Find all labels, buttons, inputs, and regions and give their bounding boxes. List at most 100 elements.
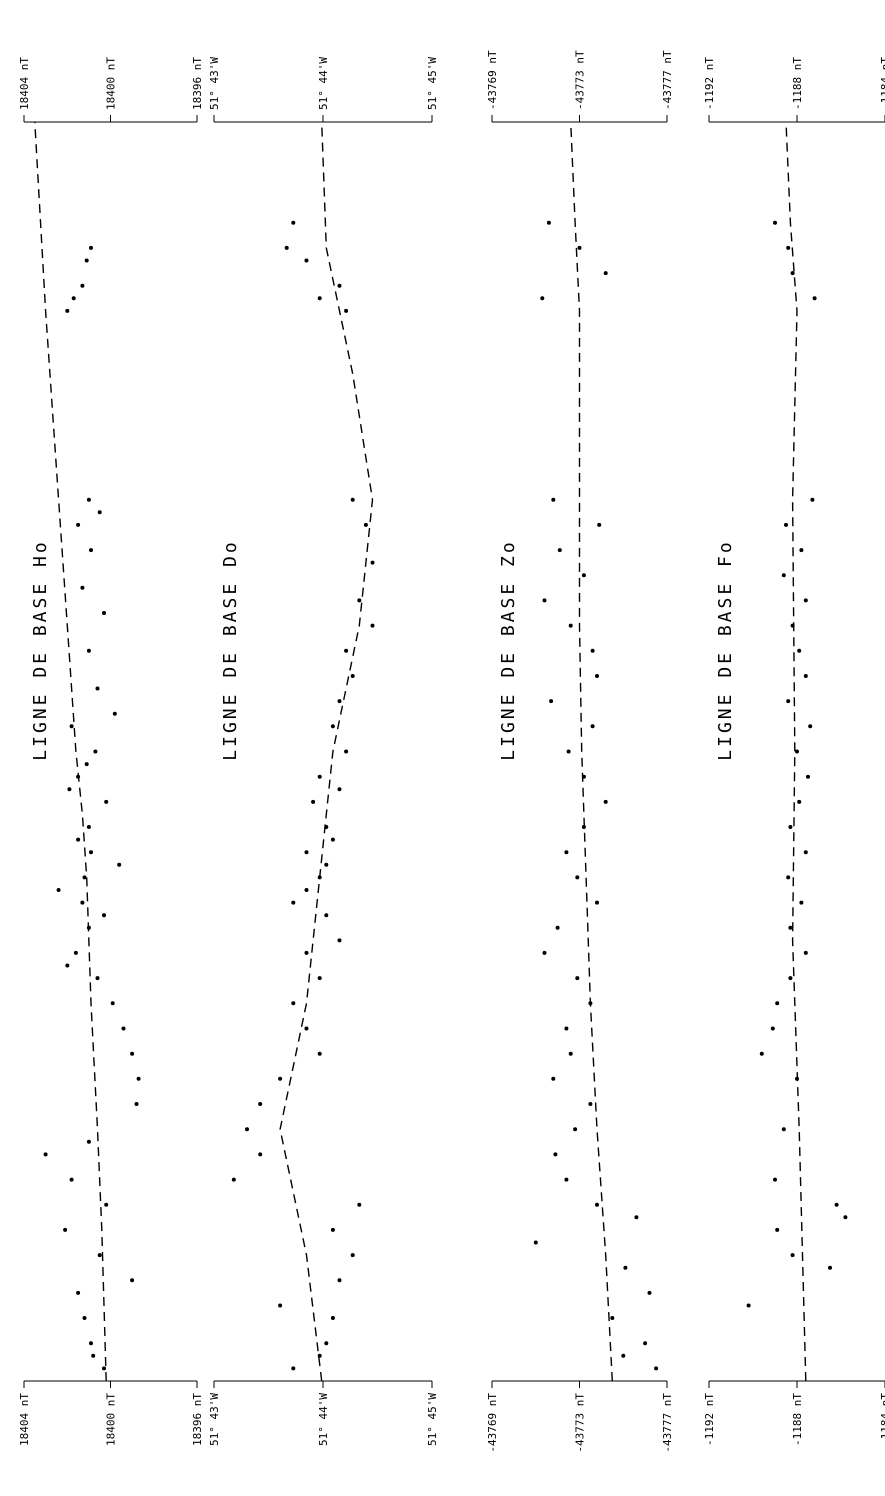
data-point-2-9 — [564, 1177, 569, 1182]
data-point-0-3 — [82, 1316, 87, 1320]
data-point-0-27 — [76, 837, 81, 842]
data-point-3-8 — [795, 1076, 799, 1081]
data-point-1-23 — [317, 875, 322, 880]
data-point-1-33 — [337, 699, 342, 704]
data-point-2-14 — [568, 1051, 573, 1056]
data-point-2-32 — [542, 598, 547, 603]
data-point-3-19 — [797, 799, 802, 804]
top-tick-label-3-0: -1192 nT — [703, 57, 716, 110]
bottom-tick-label-2-2: -43777 nT — [661, 1393, 674, 1453]
data-point-0-44 — [65, 308, 70, 313]
data-point-0-33 — [93, 749, 98, 754]
data-point-0-9 — [69, 1177, 74, 1182]
data-point-1-29 — [337, 787, 342, 792]
data-point-1-25 — [304, 850, 309, 855]
data-point-2-11 — [573, 1127, 578, 1132]
top-tick-label-2-2: -43777 nT — [661, 50, 674, 110]
data-point-2-15 — [564, 1026, 569, 1031]
top-tick-label-3-1: -1188 nT — [791, 57, 804, 110]
top-tick-label-1-0: 51° 43'W — [208, 57, 221, 110]
data-point-2-37 — [540, 296, 545, 301]
data-point-3-3 — [775, 1227, 780, 1232]
top-tick-label-1-1: 51° 44'W — [317, 57, 330, 110]
bottom-tick-label-0-1: 18400 nT — [105, 1393, 118, 1446]
data-point-3-27 — [803, 598, 808, 603]
data-point-0-12 — [134, 1102, 139, 1106]
data-point-1-8 — [357, 1202, 362, 1207]
data-point-2-7 — [634, 1215, 639, 1220]
data-point-1-0 — [291, 1366, 296, 1371]
bottom-tick-label-0-2: 18396 nT — [191, 1393, 204, 1446]
data-point-2-38 — [603, 271, 608, 276]
data-point-1-18 — [304, 950, 309, 955]
bottom-tick-label-0-0: 18404 nT — [18, 1393, 31, 1446]
data-point-2-16 — [588, 1001, 593, 1006]
data-point-2-29 — [595, 674, 599, 678]
data-point-1-27 — [324, 825, 329, 829]
data-point-2-19 — [555, 925, 560, 930]
data-point-0-0 — [102, 1366, 106, 1371]
data-point-2-35 — [597, 522, 602, 527]
data-point-2-5 — [623, 1265, 628, 1270]
data-point-1-34 — [350, 674, 355, 678]
data-point-1-35 — [344, 648, 349, 653]
data-point-2-17 — [575, 976, 580, 981]
data-point-1-5 — [337, 1278, 342, 1283]
data-point-3-4 — [843, 1215, 848, 1220]
data-point-3-31 — [810, 497, 815, 502]
data-point-2-3 — [610, 1316, 615, 1320]
data-point-1-45 — [284, 245, 289, 250]
baseline-line-0 — [34, 121, 107, 1382]
data-point-1-30 — [317, 774, 322, 779]
data-point-3-10 — [770, 1026, 775, 1031]
data-point-0-22 — [80, 900, 85, 905]
data-point-3-5 — [834, 1202, 839, 1207]
data-point-2-24 — [603, 799, 608, 804]
data-point-2-39 — [577, 245, 582, 250]
baseline-line-1 — [279, 121, 374, 1382]
data-point-2-26 — [566, 749, 571, 754]
data-point-0-31 — [76, 774, 81, 779]
data-point-0-25 — [117, 862, 122, 867]
data-point-1-11 — [245, 1127, 249, 1132]
data-point-1-4 — [278, 1303, 283, 1308]
data-point-2-8 — [595, 1202, 599, 1207]
data-point-1-17 — [317, 976, 322, 981]
data-point-1-10 — [258, 1152, 263, 1157]
data-point-3-23 — [786, 699, 791, 704]
data-point-2-31 — [568, 623, 573, 628]
data-point-2-12 — [588, 1102, 593, 1106]
data-point-1-16 — [291, 1001, 296, 1006]
data-point-1-24 — [324, 862, 329, 867]
data-point-2-18 — [542, 950, 547, 955]
top-tick-label-0-0: 18404 nT — [18, 57, 31, 110]
data-point-3-21 — [795, 749, 799, 754]
bottom-tick-label-3-0: -1192 nT — [703, 1393, 716, 1446]
data-point-3-18 — [788, 825, 793, 829]
data-point-0-19 — [73, 950, 78, 955]
top-tick-label-2-1: -43773 nT — [574, 50, 587, 110]
data-point-0-39 — [80, 585, 85, 590]
data-point-1-26 — [330, 837, 335, 842]
top-tick-label-2-0: -43769 nT — [486, 50, 499, 110]
data-point-2-6 — [533, 1240, 538, 1245]
data-point-0-21 — [102, 913, 106, 918]
data-point-1-28 — [311, 799, 316, 804]
data-point-3-35 — [773, 220, 777, 225]
data-point-2-22 — [564, 850, 569, 855]
top-tick-label-1-2: 51° 45'W — [426, 57, 439, 110]
data-point-0-29 — [104, 799, 109, 804]
bottom-tick-label-1-0: 51° 43'W — [208, 1393, 221, 1446]
data-point-3-13 — [803, 950, 808, 955]
data-point-0-11 — [86, 1139, 91, 1144]
data-point-2-10 — [553, 1152, 558, 1157]
data-point-1-20 — [324, 913, 329, 918]
data-point-0-38 — [102, 611, 106, 615]
data-point-3-30 — [784, 522, 788, 527]
data-point-1-38 — [370, 560, 375, 565]
data-point-2-4 — [647, 1290, 652, 1295]
bottom-tick-label-3-1: -1188 nT — [791, 1393, 804, 1446]
data-point-0-35 — [112, 711, 117, 716]
chart-title-1: LIGNE DE BASE Do — [220, 539, 241, 760]
